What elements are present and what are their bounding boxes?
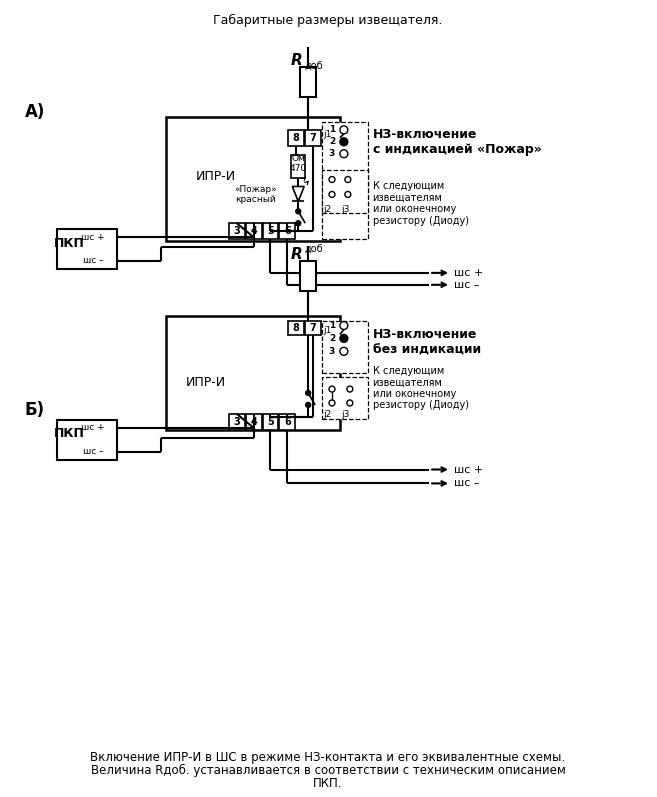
Bar: [166, 316, 340, 430]
Text: j2: j2: [323, 205, 331, 214]
Text: 2: 2: [329, 137, 335, 147]
Text: 3: 3: [233, 417, 240, 427]
Text: Габаритные размеры извещателя.: Габаритные размеры извещателя.: [214, 14, 443, 27]
Text: 6: 6: [284, 417, 291, 427]
Bar: [322, 320, 368, 373]
Text: 8: 8: [293, 323, 300, 333]
Text: 3: 3: [329, 149, 335, 159]
Circle shape: [306, 391, 311, 395]
Bar: [263, 223, 279, 239]
Text: ПКП: ПКП: [54, 237, 85, 249]
Bar: [322, 170, 368, 214]
Text: Величина Rдоб. устанавливается в соответствии с техническим описанием: Величина Rдоб. устанавливается в соответ…: [91, 764, 566, 777]
Bar: [57, 420, 117, 460]
Text: j1: j1: [323, 326, 331, 335]
Bar: [322, 122, 368, 239]
Text: j2: j2: [323, 410, 331, 419]
Bar: [300, 261, 316, 291]
Bar: [246, 223, 261, 239]
Text: доб: доб: [304, 244, 323, 254]
Text: шс +: шс +: [81, 233, 105, 241]
Text: j3: j3: [341, 205, 350, 214]
Text: шс –: шс –: [83, 447, 103, 456]
Circle shape: [306, 402, 311, 407]
Text: Ом: Ом: [291, 154, 306, 163]
Bar: [306, 320, 321, 336]
Text: Б): Б): [24, 401, 45, 419]
Text: шс +: шс +: [81, 423, 105, 432]
Bar: [291, 155, 306, 178]
Text: ИПР-И: ИПР-И: [196, 170, 237, 183]
Text: 5: 5: [267, 226, 274, 236]
Text: 3: 3: [233, 226, 240, 236]
Text: 1: 1: [329, 125, 335, 135]
Text: ПКП: ПКП: [54, 427, 85, 440]
Circle shape: [340, 335, 348, 343]
Text: 7: 7: [309, 323, 317, 333]
Text: шс +: шс +: [454, 268, 483, 278]
Text: «Пожар»: «Пожар»: [235, 185, 277, 194]
Text: шс –: шс –: [454, 280, 480, 290]
Bar: [288, 130, 304, 146]
Bar: [166, 117, 340, 241]
Text: R: R: [290, 53, 302, 68]
Bar: [263, 414, 279, 430]
Circle shape: [296, 221, 301, 226]
Bar: [57, 230, 117, 269]
Bar: [279, 223, 295, 239]
Text: НЗ-включение
с индикацией «Пожар»: НЗ-включение с индикацией «Пожар»: [373, 128, 541, 155]
Text: К следующим
извещателям
или оконечному
резистору (Диоду): К следующим извещателям или оконечному р…: [373, 366, 468, 410]
Text: 1: 1: [329, 321, 335, 330]
Text: Включение ИПР-И в ШС в режиме НЗ-контакта и его эквивалентные схемы.: Включение ИПР-И в ШС в режиме НЗ-контакт…: [91, 751, 566, 764]
Text: 2: 2: [329, 334, 335, 343]
Text: НЗ-включение
без индикации: НЗ-включение без индикации: [373, 328, 481, 356]
Text: ИПР-И: ИПР-И: [186, 376, 227, 389]
Text: А): А): [24, 103, 45, 121]
Text: j1: j1: [323, 131, 331, 139]
Text: R: R: [290, 246, 302, 261]
Bar: [306, 130, 321, 146]
Text: красный: красный: [235, 195, 276, 204]
Text: доб: доб: [304, 61, 323, 70]
Text: 6: 6: [284, 226, 291, 236]
Bar: [229, 223, 244, 239]
Text: шс –: шс –: [454, 478, 480, 489]
Text: К следующим
извещателям
или оконечному
резистору (Диоду): К следующим извещателям или оконечному р…: [373, 181, 468, 226]
Text: 470: 470: [290, 164, 307, 173]
Bar: [322, 377, 368, 419]
Bar: [229, 414, 244, 430]
Text: шс +: шс +: [454, 465, 483, 474]
Bar: [288, 320, 304, 336]
Circle shape: [296, 209, 301, 214]
Text: 4: 4: [250, 226, 257, 236]
Text: 4: 4: [250, 417, 257, 427]
Text: шс –: шс –: [83, 257, 103, 265]
Circle shape: [340, 138, 348, 146]
Bar: [279, 414, 295, 430]
Text: ПКП.: ПКП.: [313, 777, 343, 790]
Text: 7: 7: [309, 133, 317, 143]
Bar: [246, 414, 261, 430]
Text: 3: 3: [329, 347, 335, 355]
Text: j3: j3: [341, 410, 350, 419]
Text: 8: 8: [293, 133, 300, 143]
Bar: [300, 67, 316, 97]
Text: 5: 5: [267, 417, 274, 427]
